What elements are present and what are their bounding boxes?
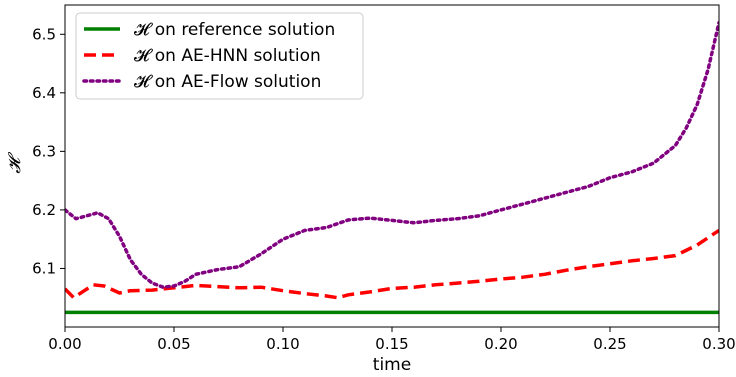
- x-tick-label: 0.25: [593, 335, 626, 353]
- x-tick-label: 0.10: [266, 335, 299, 353]
- legend-box: [75, 12, 364, 100]
- series-line-2: [65, 228, 719, 300]
- x-tick-label: 0.20: [484, 335, 517, 353]
- legend-label-2: 𝓗 on AE-HNN solution: [134, 46, 321, 66]
- y-tick-label: 6.2: [32, 201, 56, 219]
- series-line-3: [65, 20, 719, 289]
- x-tick-label: 0.05: [157, 335, 190, 353]
- legend-label-3: 𝓗 on AE-Flow solution: [134, 72, 321, 92]
- y-tick-label: 6.5: [32, 25, 56, 43]
- y-tick-label: 6.4: [32, 84, 56, 102]
- x-tick-label: 0.30: [702, 335, 735, 353]
- x-tick-label: 0.15: [375, 335, 408, 353]
- y-axis-label: 𝓗: [5, 152, 25, 174]
- x-axis-label: time: [373, 355, 411, 375]
- x-axis-ticks: 0.00 0.05 0.10 0.15 0.20 0.25 0.30: [48, 327, 736, 353]
- plot-area: [65, 20, 719, 315]
- y-tick-label: 6.3: [32, 142, 56, 160]
- legend-label-1: 𝓗 on reference solution: [134, 20, 335, 40]
- plot-frame: [64, 4, 720, 328]
- y-tick-label: 6.1: [32, 259, 56, 277]
- x-tick-label: 0.00: [48, 335, 81, 353]
- legend: 𝓗 on reference solution 𝓗 on AE-HNN solut…: [75, 12, 364, 100]
- y-axis-ticks: 6.1 6.2 6.3 6.4 6.5: [32, 25, 65, 277]
